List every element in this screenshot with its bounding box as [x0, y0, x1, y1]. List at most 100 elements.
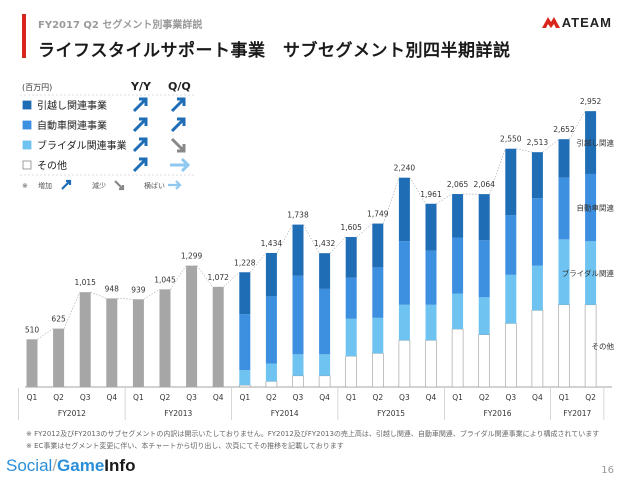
- series-label: 引越し関連: [577, 138, 615, 148]
- tick-label-quarter: Q1: [346, 393, 357, 402]
- connector-line: [143, 289, 160, 300]
- bar-segment: [478, 334, 491, 388]
- up-arrow-icon: [132, 117, 148, 133]
- tick-label-quarter: Q3: [80, 393, 91, 402]
- connector-line: [516, 148, 532, 153]
- brand-info: Info: [104, 456, 136, 475]
- bar-segment: [478, 194, 490, 241]
- brand-social: Social: [6, 456, 53, 475]
- data-label: 2,550: [500, 135, 522, 144]
- bar-segment: [425, 203, 437, 251]
- bar-total: [53, 328, 65, 387]
- data-label: 2,240: [394, 164, 416, 173]
- tick-label-quarter: Q4: [106, 393, 117, 402]
- tick-label-quarter: Q3: [505, 393, 516, 402]
- legend-qq-header: Q/Q: [168, 80, 191, 93]
- data-label: 1,299: [181, 252, 203, 261]
- connector-line: [383, 177, 400, 224]
- footnotes: ※ FY2012及びFY2013のサブセグメントの内訳は開示いたしておりません。…: [26, 428, 599, 452]
- bar-total: [79, 292, 91, 387]
- connector-line: [542, 138, 559, 153]
- company-logo: ATEAM: [540, 14, 612, 30]
- bar-segment: [452, 237, 464, 294]
- data-label: 2,513: [527, 138, 549, 147]
- down-arrow-icon: [170, 137, 186, 153]
- header-accent-bar: [22, 14, 26, 58]
- series-label: 自動車関連: [577, 203, 615, 213]
- tick-label-year: FY2014: [271, 409, 299, 418]
- footnote-1: ※ FY2012及びFY2013のサブセグメントの内訳は開示いたしておりません。…: [26, 430, 600, 438]
- bar-segment: [345, 318, 357, 357]
- legend-label: その他: [37, 159, 67, 172]
- bar-segment: [265, 296, 277, 364]
- bar-segment: [345, 355, 358, 388]
- bar-segment: [504, 323, 517, 388]
- tick-label-year: FY2015: [377, 409, 405, 418]
- tick-label-quarter: Q3: [399, 393, 410, 402]
- bar-segment: [531, 310, 544, 388]
- bar-segment: [239, 384, 251, 388]
- connector-line: [196, 265, 213, 287]
- bar-segment: [505, 148, 517, 216]
- data-label: 1,228: [234, 258, 256, 267]
- connector-line: [250, 252, 267, 273]
- tick-label-year: FY2012: [58, 409, 86, 418]
- bar-total: [159, 289, 171, 387]
- bar-segment: [425, 339, 437, 388]
- bar-segment: [478, 297, 490, 335]
- bar-total: [106, 298, 118, 387]
- social-game-info-logo: Social/GameInfo: [6, 456, 136, 475]
- bar-segment: [398, 304, 410, 341]
- legend-swatch: [22, 120, 32, 130]
- up-arrow-icon: [132, 137, 148, 153]
- bar-segment: [558, 304, 570, 388]
- tick-label-quarter: Q3: [186, 393, 197, 402]
- bar-segment: [372, 317, 384, 354]
- legend: (百万円) Y/Y Q/Q 引越し関連事業自動車関連事業ブライダル関連事業その他…: [20, 80, 195, 191]
- data-label: 939: [131, 285, 146, 294]
- bar-segment: [558, 139, 570, 178]
- legend-key-prefix: ※: [22, 182, 28, 190]
- flat-arrow-icon: [168, 180, 182, 190]
- data-label: 1,434: [261, 239, 283, 248]
- bar-segment: [531, 198, 543, 266]
- bar-total: [212, 286, 224, 387]
- data-label: 1,045: [154, 275, 176, 284]
- connector-line: [489, 148, 506, 195]
- bar-segment: [239, 272, 251, 315]
- up-arrow-icon: [132, 157, 148, 173]
- legend-key-up-label: 増加: [38, 181, 52, 190]
- bar-segment: [345, 237, 357, 278]
- bar-segment: [319, 253, 331, 289]
- data-label: 1,749: [367, 210, 389, 219]
- data-label: 2,652: [553, 125, 575, 134]
- legend-swatch: [22, 140, 32, 150]
- bar-segment: [239, 314, 251, 371]
- unit-label: (百万円): [22, 83, 52, 92]
- legend-item: 引越し関連事業: [22, 97, 186, 113]
- connector-line: [276, 224, 293, 254]
- tick-label-year: FY2017: [563, 409, 591, 418]
- legend-swatch: [22, 160, 32, 170]
- up-arrow-icon: [170, 117, 186, 133]
- data-label: 948: [105, 284, 120, 293]
- bar-segment: [451, 328, 464, 388]
- bar-segment: [531, 152, 543, 199]
- legend-swatch: [22, 100, 32, 110]
- bar-segment: [585, 241, 597, 305]
- legend-label: 引越し関連事業: [37, 99, 107, 112]
- tick-label-quarter: Q2: [585, 393, 596, 402]
- bar-segment: [505, 215, 517, 275]
- bar-segment: [265, 363, 277, 382]
- bar-segment: [425, 250, 437, 305]
- brand-game: Game: [57, 456, 105, 475]
- tick-label-quarter: Q4: [426, 393, 437, 402]
- connector-line: [569, 111, 586, 140]
- legend-item: 自動車関連事業: [22, 117, 186, 133]
- legend-yy-header: Y/Y: [130, 80, 152, 93]
- logo-text: ATEAM: [561, 14, 612, 30]
- connector-line: [329, 236, 346, 254]
- bar-segment: [318, 375, 331, 388]
- tick-label-quarter: Q2: [160, 393, 171, 402]
- tick-label-quarter: Q2: [53, 393, 64, 402]
